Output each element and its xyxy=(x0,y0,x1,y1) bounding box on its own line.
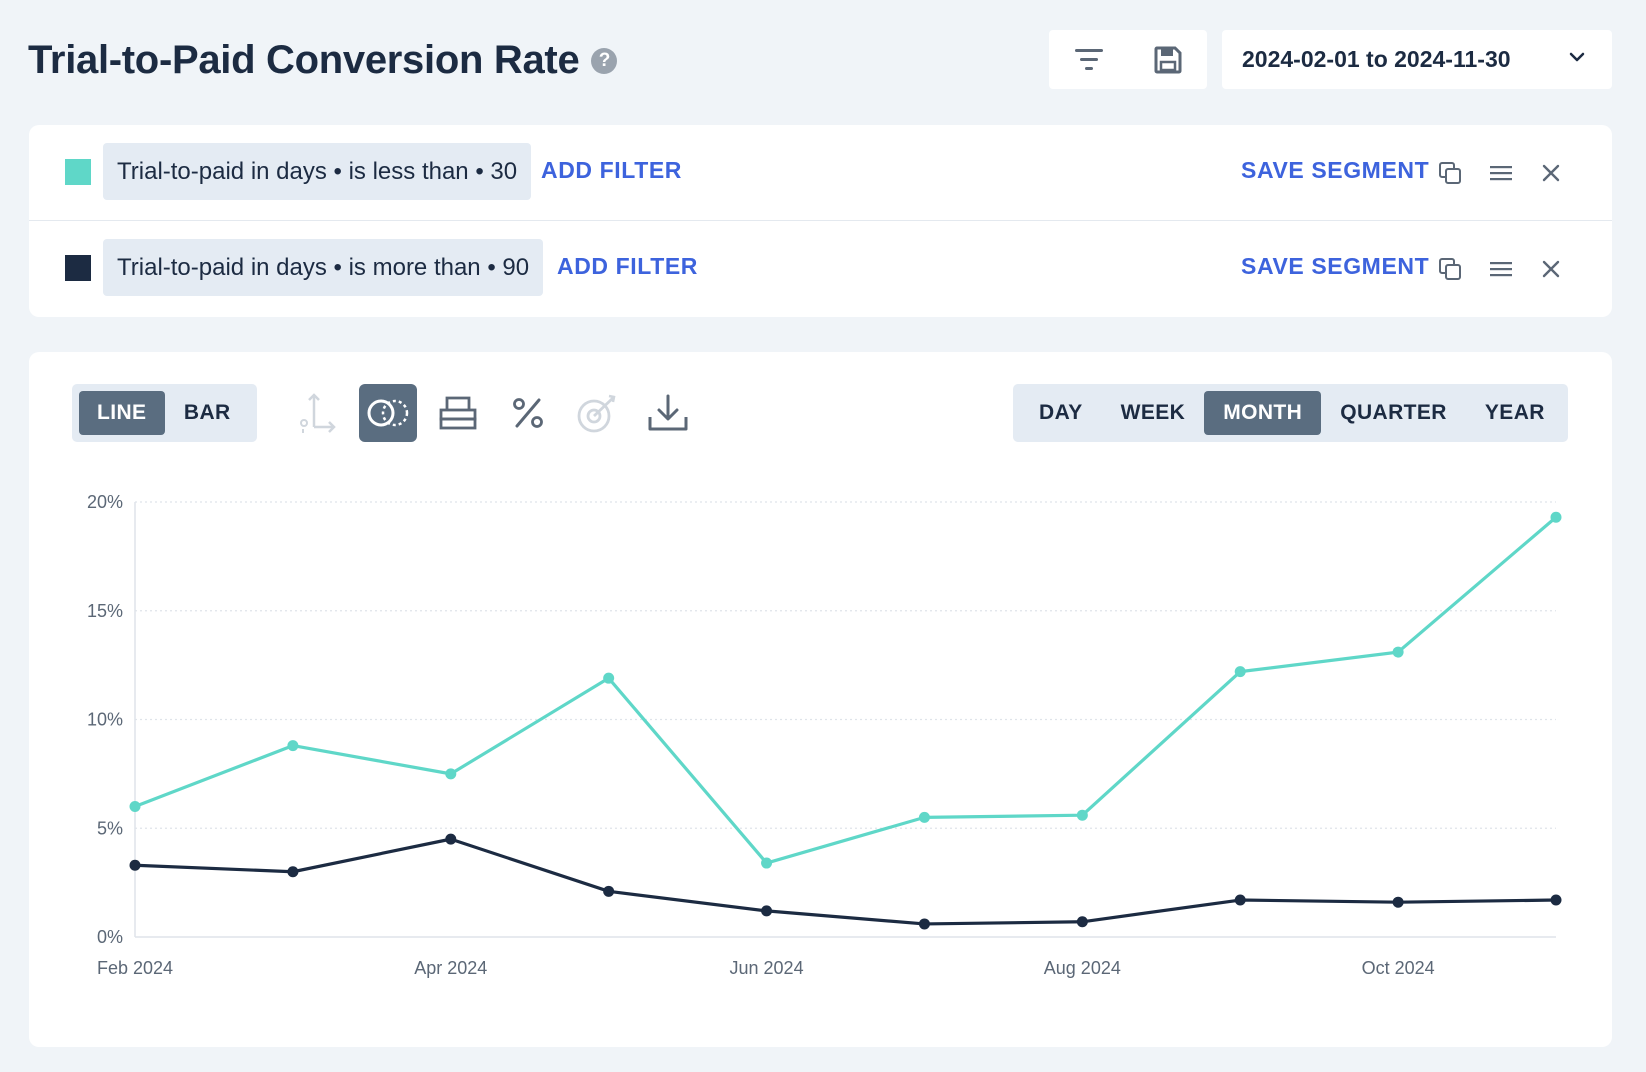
floppy-disk-icon xyxy=(1154,46,1181,73)
duplicate-segment-button[interactable] xyxy=(1436,255,1464,283)
goal-button[interactable] xyxy=(569,384,627,442)
close-icon xyxy=(1542,260,1560,278)
filter-icon xyxy=(1074,48,1103,70)
duplicate-icon xyxy=(1439,162,1461,184)
bar-chart-button[interactable]: BAR xyxy=(183,401,231,424)
data-point xyxy=(603,672,615,684)
stack-button[interactable] xyxy=(429,384,487,442)
period-year-button[interactable]: YEAR xyxy=(1484,401,1545,424)
page-title: Trial-to-Paid Conversion Rate ? xyxy=(28,38,618,83)
segment-row: Trial-to-paid in days • is less than • 3… xyxy=(29,125,1612,221)
remove-segment-button[interactable] xyxy=(1537,159,1565,187)
x-tick-label: Apr 2024 xyxy=(414,958,487,978)
x-tick-label: Aug 2024 xyxy=(1044,958,1121,978)
segment-menu-button[interactable] xyxy=(1487,159,1515,187)
data-point xyxy=(1076,916,1088,928)
period-month-button[interactable]: MONTH xyxy=(1204,391,1322,435)
data-point xyxy=(761,905,773,917)
axis-icon xyxy=(300,393,336,433)
segment-filter-chip[interactable]: Trial-to-paid in days • is more than • 9… xyxy=(103,239,544,296)
segment-menu-button[interactable] xyxy=(1487,255,1515,283)
data-point xyxy=(1550,511,1562,523)
series-line xyxy=(134,516,1558,865)
view-actions xyxy=(1049,30,1207,89)
y-tick-label: 5% xyxy=(97,818,123,838)
data-point xyxy=(918,811,930,823)
save-segment-button[interactable]: SAVE SEGMENT xyxy=(1241,157,1430,183)
x-tick-label: Feb 2024 xyxy=(97,958,173,978)
help-icon[interactable]: ? xyxy=(591,47,618,74)
page-title-text: Trial-to-Paid Conversion Rate xyxy=(28,38,580,82)
percent-icon xyxy=(513,398,543,428)
data-point xyxy=(1234,666,1246,678)
data-point xyxy=(1076,809,1088,821)
data-point xyxy=(603,885,615,897)
hamburger-icon xyxy=(1490,262,1512,277)
data-point xyxy=(918,918,930,930)
save-segment-button[interactable]: SAVE SEGMENT xyxy=(1241,253,1430,279)
close-icon xyxy=(1542,164,1560,182)
data-point xyxy=(129,859,141,871)
data-point xyxy=(445,768,457,780)
chart-card: LINE BAR xyxy=(29,352,1612,1047)
date-range-value: 2024-02-01 to 2024-11-30 xyxy=(1242,46,1511,72)
x-tick-label: Jun 2024 xyxy=(730,958,804,978)
line-chart-button[interactable]: LINE xyxy=(79,391,165,435)
segment-color-swatch xyxy=(65,255,91,281)
period-selector: DAY WEEK MONTH QUARTER YEAR xyxy=(1013,384,1568,442)
segment-row: Trial-to-paid in days • is more than • 9… xyxy=(29,221,1612,317)
line-chart: 0% 5% 10% 15% 20% Feb 2024 Apr 2024 Jun 2024 Aug… xyxy=(87,492,1562,978)
stack-icon xyxy=(439,396,477,430)
chart-type-toggle: LINE BAR xyxy=(72,384,257,442)
data-point xyxy=(1234,894,1246,906)
add-filter-button[interactable]: ADD FILTER xyxy=(541,157,683,183)
download-button[interactable] xyxy=(639,384,697,442)
compare-button[interactable] xyxy=(359,384,417,442)
period-day-button[interactable]: DAY xyxy=(1039,401,1083,424)
data-point xyxy=(761,857,773,869)
y-tick-label: 20% xyxy=(87,492,123,512)
y-tick-label: 15% xyxy=(87,601,123,621)
segments-panel: Trial-to-paid in days • is less than • 3… xyxy=(29,125,1612,317)
save-button[interactable] xyxy=(1128,30,1207,89)
series-line xyxy=(134,837,1557,926)
chevron-down-icon xyxy=(1569,52,1585,62)
target-icon xyxy=(577,394,616,433)
y-tick-label: 0% xyxy=(97,927,123,947)
period-quarter-button[interactable]: QUARTER xyxy=(1340,401,1447,424)
hamburger-icon xyxy=(1490,166,1512,181)
date-range-picker[interactable]: 2024-02-01 to 2024-11-30 xyxy=(1222,30,1612,89)
data-point xyxy=(1392,896,1404,908)
period-week-button[interactable]: WEEK xyxy=(1120,401,1186,424)
axis-toggle-button[interactable] xyxy=(289,384,347,442)
y-tick-label: 10% xyxy=(87,710,123,730)
add-filter-button[interactable]: ADD FILTER xyxy=(557,253,699,279)
data-point xyxy=(287,866,299,878)
data-point xyxy=(129,801,141,812)
segment-color-swatch xyxy=(65,159,91,185)
data-point xyxy=(445,833,457,845)
download-icon xyxy=(648,394,688,431)
data-point xyxy=(1550,894,1562,906)
remove-segment-button[interactable] xyxy=(1537,255,1565,283)
compare-overlap-icon xyxy=(367,399,409,427)
percentage-button[interactable] xyxy=(499,384,557,442)
duplicate-segment-button[interactable] xyxy=(1436,159,1464,187)
x-tick-label: Oct 2024 xyxy=(1362,958,1435,978)
duplicate-icon xyxy=(1439,258,1461,280)
page-header: Trial-to-Paid Conversion Rate ? 2024-02-… xyxy=(28,30,1612,92)
data-point xyxy=(1392,646,1404,658)
segment-filter-chip[interactable]: Trial-to-paid in days • is less than • 3… xyxy=(103,143,532,200)
data-point xyxy=(287,740,299,752)
filter-button[interactable] xyxy=(1049,30,1128,89)
